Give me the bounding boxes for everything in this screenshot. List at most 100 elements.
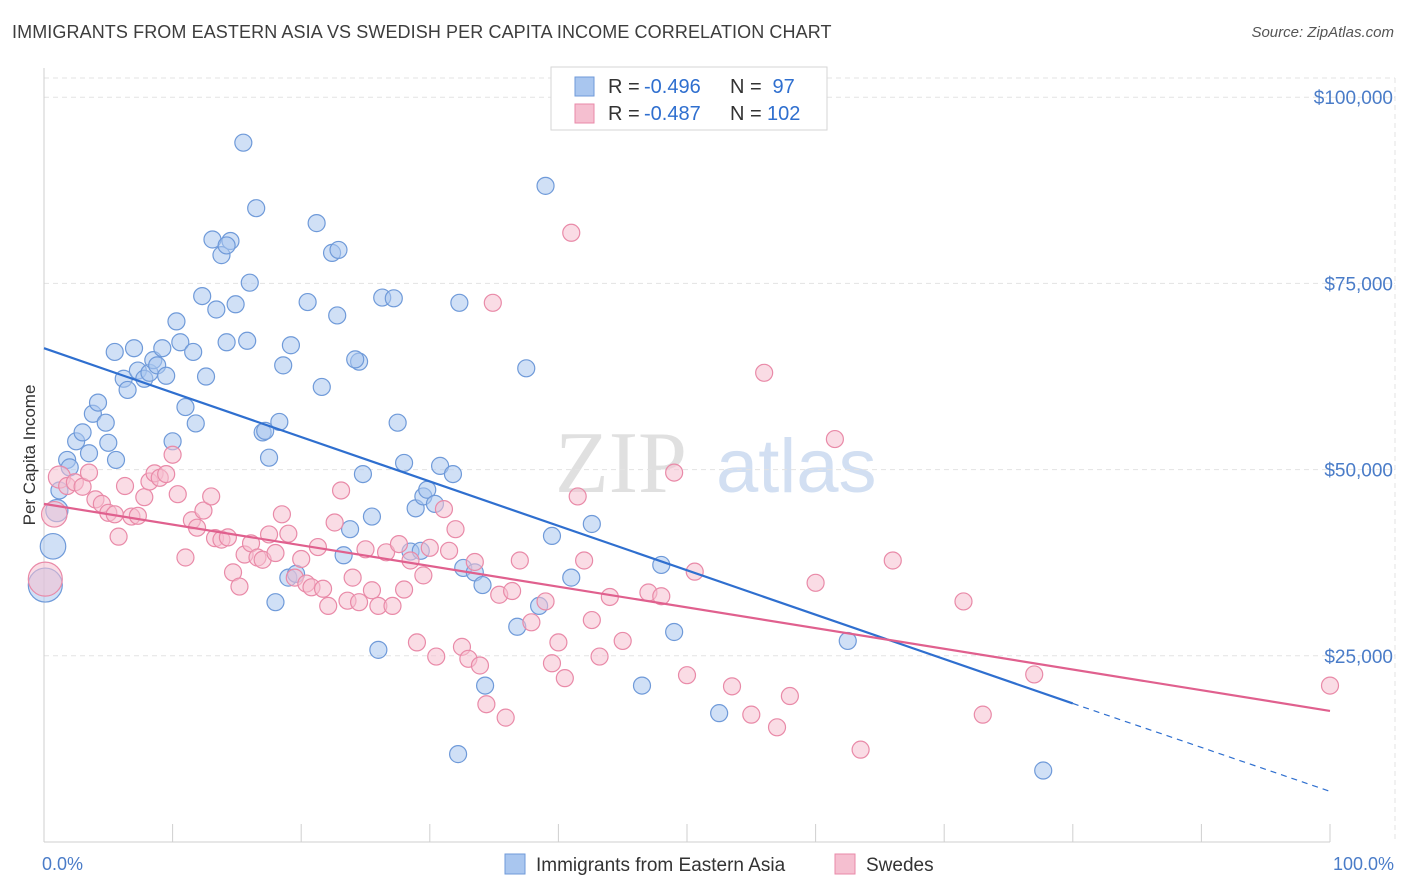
immigrants-point-10 — [88, 393, 108, 412]
immigrants-point-47 — [274, 356, 293, 375]
swedes-point-45 — [313, 579, 333, 598]
immigrants-point-1 — [39, 532, 67, 560]
swedes-point-105 — [1025, 665, 1044, 684]
swedes-point-47 — [325, 513, 344, 532]
y-tick-label-3: $100,000 — [1314, 88, 1393, 109]
immigrants-point-56 — [329, 240, 348, 260]
immigrants-point-62 — [362, 507, 382, 526]
immigrants-point-29 — [184, 342, 203, 362]
swedes-point-21 — [168, 485, 187, 504]
swedes-point-83 — [568, 487, 587, 506]
legend-swatch-blue — [574, 76, 595, 97]
swedes-point-80 — [549, 633, 568, 652]
bottom-legend-label-immigrants: Immigrants from Eastern Asia — [536, 855, 786, 876]
series-swedes-points — [27, 223, 1340, 759]
swedes-point-104 — [973, 705, 992, 724]
immigrants-point-24 — [157, 366, 176, 385]
immigrants-point-79 — [473, 575, 492, 595]
bottom-legend-label-swedes: Swedes — [866, 855, 934, 876]
swedes-point-58 — [394, 580, 414, 599]
immigrants-point-7 — [73, 423, 92, 442]
immigrants-point-67 — [394, 453, 414, 473]
trend-line-immigrants — [43, 347, 1074, 705]
immigrants-point-81 — [448, 745, 468, 764]
swedes-point-90 — [652, 587, 671, 606]
swedes-point-57 — [389, 534, 409, 554]
trend-line-immigrants-extension — [1072, 702, 1331, 792]
y-tick-label-2: $75,000 — [1324, 274, 1393, 295]
swedes-point-88 — [613, 631, 632, 651]
legend-row2-n-label: N = — [730, 103, 767, 125]
swedes-point-98 — [780, 686, 799, 706]
axes — [43, 68, 1331, 843]
immigrants-point-80 — [475, 676, 495, 695]
immigrants-point-75 — [443, 464, 463, 484]
swedes-point-62 — [420, 538, 439, 557]
chart-title: IMMIGRANTS FROM EASTERN ASIA VS SWEDISH … — [12, 22, 832, 42]
swedes-point-56 — [383, 596, 402, 616]
immigrants-point-42 — [247, 199, 266, 218]
swedes-point-99 — [806, 573, 825, 592]
swedes-point-95 — [742, 705, 761, 724]
immigrants-point-12 — [99, 433, 118, 452]
swedes-point-94 — [722, 677, 742, 696]
source-label: Source: ZipAtlas.com — [1251, 24, 1394, 41]
swedes-point-31 — [230, 577, 249, 596]
immigrants-point-31 — [193, 286, 212, 306]
swedes-point-92 — [677, 666, 697, 685]
swedes-point-15 — [135, 488, 154, 507]
swedes-point-85 — [582, 610, 601, 630]
swedes-point-81 — [555, 669, 574, 688]
y-tick-labels: $25,000 $50,000 $75,000 $100,000 — [1314, 88, 1393, 668]
swedes-point-96 — [755, 363, 774, 382]
immigrants-point-61 — [353, 464, 373, 484]
immigrants-point-34 — [207, 300, 226, 319]
immigrants-point-16 — [118, 380, 137, 400]
swedes-point-65 — [439, 541, 459, 560]
legend-row1-r-value: -0.496 — [644, 76, 701, 98]
swedes-point-66 — [446, 520, 465, 539]
immigrants-point-27 — [171, 333, 190, 352]
swedes-point-102 — [883, 551, 902, 570]
swedes-point-38 — [272, 505, 292, 524]
immigrants-point-63 — [369, 640, 388, 659]
swedes-point-97 — [767, 718, 787, 737]
immigrants-point-58 — [334, 546, 353, 565]
swedes-point-101 — [851, 740, 870, 759]
swedes-point-70 — [470, 656, 490, 675]
immigrants-point-53 — [307, 214, 326, 233]
swedes-point-84 — [575, 551, 594, 570]
swedes-point-6 — [79, 463, 99, 482]
immigrants-point-59 — [340, 520, 360, 539]
swedes-point-78 — [536, 592, 555, 611]
swedes-point-19 — [157, 464, 176, 484]
immigrants-point-32 — [196, 367, 216, 386]
legend-row1-n-label: N = — [730, 76, 767, 98]
swedes-point-39 — [279, 524, 298, 543]
bottom-legend-swatch-pink — [834, 853, 856, 875]
immigrants-point-41 — [240, 273, 259, 292]
immigrants-point-85 — [536, 176, 555, 195]
immigrants-point-30 — [186, 414, 205, 433]
swedes-point-22 — [176, 548, 195, 567]
immigrants-point-76 — [450, 293, 469, 312]
swedes-point-77 — [522, 613, 541, 632]
y-tick-label-1: $50,000 — [1324, 461, 1393, 482]
swedes-point-71 — [477, 695, 496, 714]
x-tick-label-max: 100.0% — [1333, 854, 1394, 874]
series-immigrants-points — [27, 133, 1053, 780]
swedes-point-46 — [319, 596, 338, 616]
swedes-point-74 — [496, 708, 515, 727]
immigrants-point-38 — [226, 295, 245, 314]
swedes-point-37 — [266, 543, 285, 563]
immigrants-point-40 — [238, 331, 257, 350]
watermark: ZIP atlas — [555, 415, 877, 512]
immigrants-point-86 — [542, 526, 562, 546]
immigrants-point-89 — [632, 676, 652, 695]
swedes-point-103 — [954, 592, 973, 611]
swedes-point-63 — [427, 647, 446, 666]
immigrants-point-48 — [281, 336, 301, 355]
swedes-point-48 — [331, 481, 351, 500]
swedes-point-25 — [194, 501, 213, 520]
immigrants-point-26 — [167, 312, 186, 331]
